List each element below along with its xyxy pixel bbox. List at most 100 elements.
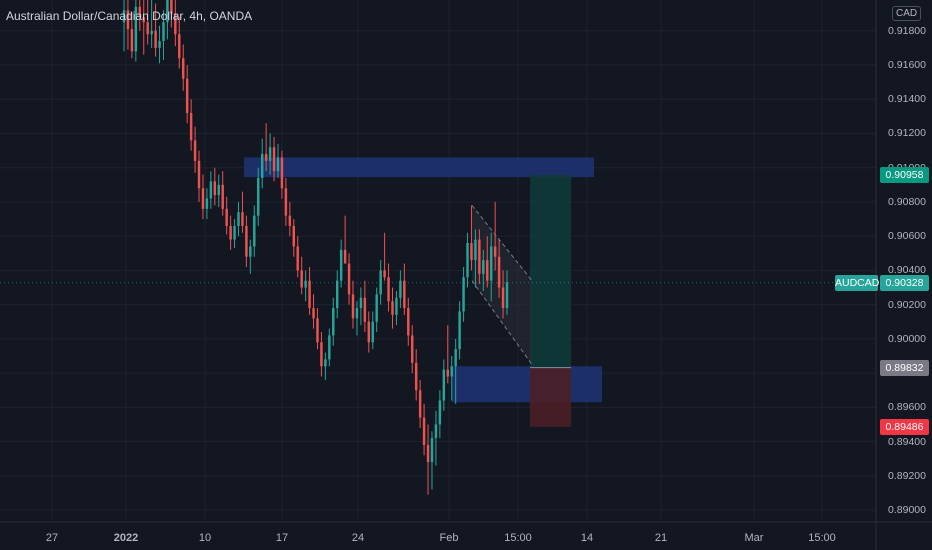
- stop-area: [530, 367, 571, 427]
- y-tick-label: 0.89600: [888, 401, 926, 414]
- candle-body: [253, 215, 256, 247]
- candle-body: [312, 308, 315, 319]
- x-tick-label: 27: [45, 532, 59, 544]
- candle-body: [343, 249, 347, 264]
- candle-body: [371, 321, 374, 343]
- candle-body: [264, 154, 268, 161]
- candle-body: [229, 225, 232, 240]
- candle-body: [182, 58, 185, 79]
- candle-body: [185, 78, 189, 113]
- candle-body: [241, 212, 244, 226]
- candle-body: [359, 297, 363, 309]
- x-tick-label: 17: [275, 532, 289, 544]
- candle-body: [308, 280, 311, 309]
- candle-body: [280, 157, 284, 189]
- demand-zone: [452, 366, 602, 403]
- y-tick-label: 0.91600: [888, 59, 926, 72]
- candle-body: [355, 308, 359, 319]
- candle-body: [430, 438, 434, 463]
- candle-body: [407, 308, 410, 336]
- x-tick-label: 15:00: [808, 532, 836, 544]
- y-tick-label: 0.89400: [888, 435, 926, 448]
- candle-body: [458, 311, 461, 350]
- candle-body: [501, 287, 505, 309]
- channel-lower-line: [471, 280, 533, 365]
- candle-body: [395, 297, 398, 315]
- candle-body: [249, 246, 252, 257]
- candle-body: [383, 270, 386, 278]
- currency-unit-badge[interactable]: CAD: [892, 6, 922, 21]
- symbol-tag: AUDCAD: [835, 274, 880, 291]
- candle-body: [351, 294, 355, 319]
- candle-body: [328, 335, 331, 360]
- candle-body: [493, 246, 497, 257]
- candle-body: [245, 225, 248, 257]
- candle-body: [189, 112, 193, 141]
- candle-body: [450, 366, 453, 377]
- candle-body: [178, 34, 181, 59]
- candle-body: [272, 147, 276, 172]
- candle-body: [217, 184, 220, 196]
- y-tick-label: 0.91200: [888, 127, 926, 140]
- candle-body: [221, 184, 224, 209]
- x-tick-label: 24: [351, 532, 365, 544]
- chart-title: Australian Dollar/Canadian Dollar, 4h, O…: [6, 9, 253, 23]
- candle-body: [320, 342, 323, 367]
- candle-body: [335, 280, 339, 309]
- candle-body: [399, 280, 402, 298]
- candle-body: [316, 318, 319, 343]
- candle-body: [209, 181, 213, 199]
- candle-body: [154, 30, 157, 48]
- x-tick-label: 14: [580, 532, 594, 544]
- price-tag-target: 0.90958: [880, 166, 929, 183]
- candle-body: [304, 280, 307, 288]
- candle-body: [347, 263, 351, 295]
- price-tag-entry: 0.89832: [880, 359, 929, 376]
- y-tick-label: 0.90800: [888, 195, 926, 208]
- candle-body: [466, 243, 469, 278]
- candle-body: [233, 225, 236, 240]
- x-tick-label: Mar: [744, 532, 764, 544]
- candle-body: [478, 239, 481, 274]
- candle-body: [367, 321, 371, 343]
- x-tick-label: Feb: [439, 532, 459, 544]
- x-tick-label: 21: [654, 532, 668, 544]
- candle-body: [482, 260, 485, 274]
- y-tick-label: 0.90400: [888, 264, 926, 277]
- candle-body: [126, 10, 130, 30]
- candle-body: [442, 369, 446, 401]
- candle-body: [146, 22, 149, 35]
- candle-body: [138, 6, 142, 18]
- candle-body: [158, 41, 161, 48]
- candle-body: [170, 0, 173, 14]
- candle-body: [166, 0, 169, 23]
- candle-body: [292, 225, 296, 247]
- candle-body: [438, 400, 442, 425]
- candle-body: [403, 280, 406, 309]
- candle-body: [237, 212, 240, 226]
- y-tick-label: 0.89200: [888, 469, 926, 482]
- candle-body: [324, 359, 327, 367]
- candle-body: [497, 256, 501, 288]
- y-tick-label: 0.90600: [888, 230, 926, 243]
- candle-body: [174, 13, 177, 35]
- target-area: [530, 174, 571, 368]
- candle-body: [391, 301, 394, 315]
- candle-body: [505, 282, 509, 309]
- candle-body: [288, 215, 292, 226]
- y-tick-label: 0.91800: [888, 24, 926, 37]
- candle-body: [268, 147, 272, 161]
- supply-zone: [244, 157, 594, 178]
- candle-body: [193, 140, 197, 161]
- x-tick-label: 15:00: [504, 532, 532, 544]
- candle-body: [332, 308, 335, 336]
- candle-body: [162, 22, 165, 42]
- candle-body: [130, 29, 134, 52]
- channel-upper-line: [471, 205, 533, 281]
- candle-body: [134, 6, 138, 52]
- candle-body: [276, 157, 280, 172]
- candle-body: [284, 188, 288, 216]
- y-tick-label: 0.91400: [888, 93, 926, 106]
